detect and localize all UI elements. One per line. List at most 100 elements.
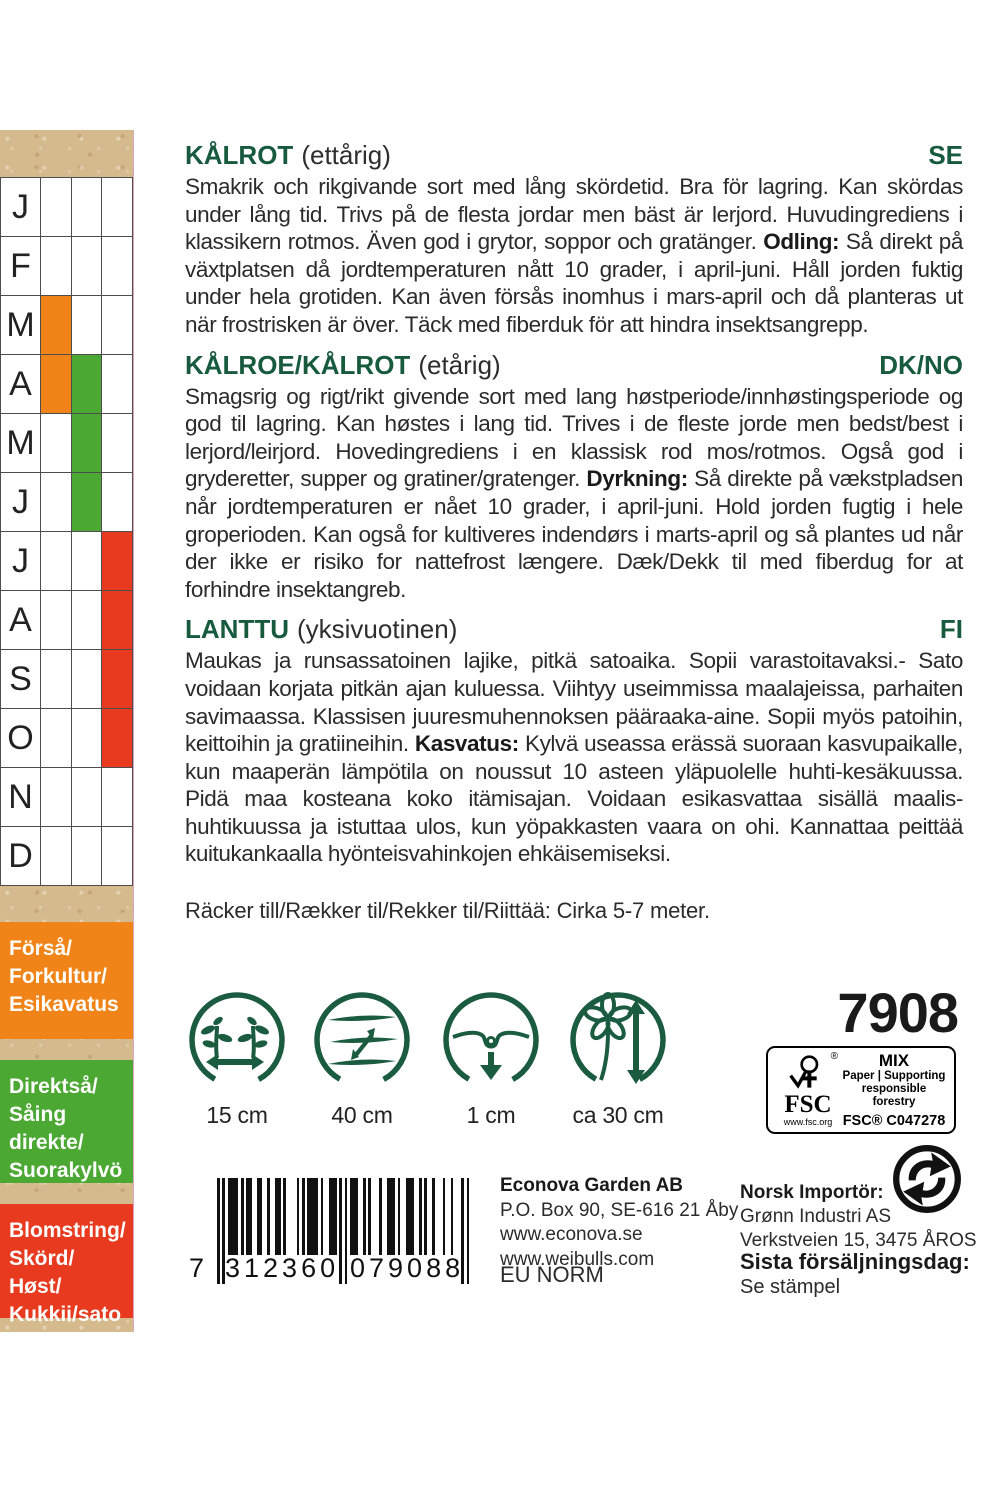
- barcode-module: [278, 1178, 281, 1256]
- barcode-module: [333, 1178, 337, 1256]
- registered-mark: ®: [830, 1051, 838, 1062]
- body-text: Smakrik och rikgivande sort med lång skö…: [185, 174, 963, 255]
- row-spacing-pictogram: 40 cm: [312, 990, 412, 1129]
- body-bold-label: Dyrkning:: [586, 466, 688, 492]
- description-column: KÅLROT (ettårig) SE Smakrik och rikgivan…: [185, 140, 963, 924]
- barcode-module: [339, 1178, 342, 1284]
- calendar-cell: [102, 355, 132, 413]
- calendar-cell: [102, 414, 132, 472]
- calendar-cell: [41, 296, 71, 354]
- sowing-depth-pictogram: 1 cm: [441, 990, 541, 1129]
- calendar-cell: [41, 473, 71, 531]
- calendar-cell: [102, 768, 132, 826]
- calendar-cell: [41, 178, 71, 236]
- barcode-module: [397, 1178, 401, 1256]
- barcode-module: [450, 1178, 454, 1256]
- calendar-cell: [71, 296, 102, 354]
- fsc-tree-check-icon: [789, 1055, 819, 1089]
- yield-info: Räcker till/Rækker til/Rekker til/Riittä…: [185, 898, 710, 924]
- section-title: KÅLROE/KÅLROT: [185, 349, 411, 380]
- section-variant: (yksivuotinen): [296, 614, 458, 645]
- calendar-cell: [71, 591, 102, 649]
- barcode-module: [230, 1178, 233, 1256]
- lang-section-se: KÅLROT (ettårig) SE Smakrik och rikgivan…: [185, 140, 963, 339]
- calendar-month-letter: N: [1, 768, 40, 826]
- barcode-module: [315, 1178, 318, 1256]
- barcode-module: [246, 1178, 249, 1256]
- barcode-module: [408, 1178, 411, 1256]
- barcode-module: [424, 1178, 427, 1256]
- green-dot-icon: [892, 1144, 962, 1214]
- calendar-cell: [41, 768, 71, 826]
- fsc-grade: MIX: [878, 1051, 910, 1070]
- plant-height-value: ca 30 cm: [572, 1102, 664, 1128]
- calendar-month-letter: J: [1, 473, 40, 531]
- calendar-cell: [41, 650, 71, 708]
- fsc-acronym: FSC: [784, 1091, 832, 1118]
- calendar-cell: [102, 532, 132, 590]
- fsc-text-block: MIX Paper | Supporting responsible fores…: [840, 1051, 948, 1129]
- section-header: LANTTU (yksivuotinen) FI: [185, 614, 963, 644]
- barcode-module: [312, 1178, 316, 1256]
- sowing-depth-value: 1 cm: [466, 1102, 516, 1128]
- body-bold-label: Kasvatus:: [414, 731, 519, 757]
- barcode-module: [307, 1178, 310, 1256]
- barcode-module: [227, 1178, 231, 1256]
- body-text: Maukas ja runsassatoinen lajike, pitkä s…: [185, 648, 963, 757]
- barcode-module: [232, 1178, 236, 1256]
- section-lang-code: DK/NO: [879, 349, 963, 380]
- barcode-module: [461, 1178, 465, 1284]
- calendar-cell: [41, 591, 71, 649]
- barcode-module: [259, 1178, 263, 1256]
- barcode-module: [466, 1178, 470, 1284]
- barcode-module: [442, 1178, 446, 1256]
- section-lang-code: SE: [928, 140, 963, 170]
- sowing-depth-icon: [443, 992, 539, 1088]
- legend-direct-sow: Direktså/ Såing direkte/ Suorakylvö: [0, 1060, 133, 1183]
- calendar-month-letter: A: [1, 591, 40, 649]
- importer-address: Verkstveien 15, 3475 ÅROS: [740, 1230, 977, 1251]
- barcode-module: [222, 1178, 225, 1284]
- eu-norm-label: EU NORM: [500, 1262, 604, 1287]
- lang-section-fi: LANTTU (yksivuotinen) FI Maukas ja runsa…: [185, 614, 963, 868]
- fsc-claim-line1: Paper | Supporting: [842, 1070, 946, 1082]
- plant-spacing-icon: [189, 992, 285, 1088]
- section-header: KÅLROE/KÅLROT (etårig) DK/NO: [185, 350, 963, 380]
- calendar-cell: [102, 473, 132, 531]
- barcode-left-digits: 312360: [225, 1253, 340, 1283]
- calendar-month-letter: D: [1, 827, 40, 885]
- body-text: Så direkte på vækstpladsen når jordtempe…: [185, 466, 963, 602]
- barcode-module: [283, 1178, 287, 1256]
- barcode-module: [344, 1178, 348, 1284]
- calendar-cell: [41, 237, 71, 295]
- barcode-module: [418, 1178, 422, 1256]
- section-title: LANTTU: [185, 614, 289, 645]
- calendar-cell: [102, 591, 132, 649]
- barcode-module: [368, 1178, 372, 1256]
- calendar-cell: [41, 355, 71, 413]
- calendar-cell: [71, 650, 102, 708]
- publisher-name: Econova Garden AB: [500, 1175, 684, 1196]
- lang-section-dkno: KÅLROE/KÅLROT (etårig) DK/NO Smagsrig og…: [185, 350, 963, 604]
- row-spacing-icon: [314, 992, 410, 1088]
- barcode-module: [256, 1178, 260, 1256]
- barcode-module: [275, 1178, 279, 1256]
- barcode-module: [389, 1178, 393, 1256]
- barcode-module: [379, 1178, 382, 1256]
- barcode-module: [240, 1178, 244, 1256]
- barcode-module: [235, 1178, 239, 1256]
- plant-spacing-pictogram: 15 cm: [187, 990, 287, 1129]
- calendar-cell: [71, 355, 102, 413]
- barcode-module: [267, 1178, 271, 1256]
- plant-height-icon: [570, 992, 666, 1088]
- barcode-bars: [217, 1178, 470, 1284]
- barcode-module: [432, 1178, 435, 1256]
- calendar-month-letter: O: [1, 709, 40, 767]
- barcode-module: [331, 1178, 334, 1256]
- legend-harvest: Blomstring/ Skörd/ Høst/ Kukkii/sato: [0, 1204, 133, 1326]
- calendar-month-letter: A: [1, 355, 40, 413]
- publisher-address: P.O. Box 90, SE-616 21 Åby www.econova.s…: [500, 1199, 739, 1270]
- legend-presow: Förså/ Forkultur/ Esikavatus: [0, 922, 133, 1039]
